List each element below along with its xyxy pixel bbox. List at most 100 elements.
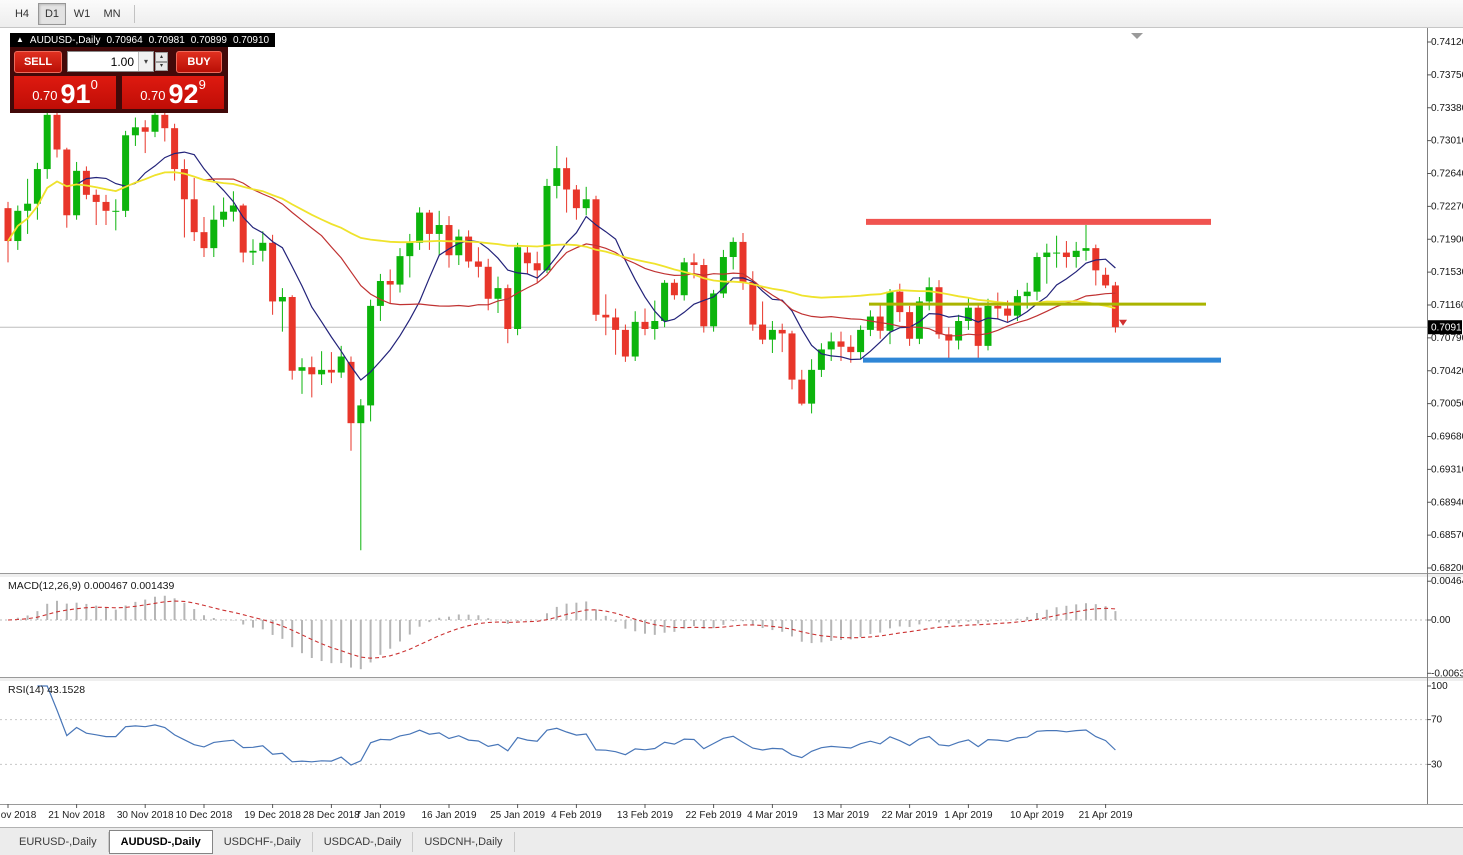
macd-signal-line	[7, 600, 1116, 659]
svg-text:-0.0063920: -0.0063920	[1431, 668, 1463, 679]
candle-body	[298, 367, 306, 371]
svg-text:19 Dec 2018: 19 Dec 2018	[244, 810, 301, 821]
svg-text:70: 70	[1431, 715, 1443, 726]
buy-button[interactable]: BUY	[176, 50, 222, 73]
candle-body	[768, 329, 776, 340]
tab-eurusd[interactable]: EURUSD-,Daily	[8, 831, 109, 852]
candle-body	[465, 236, 473, 262]
candle-body	[1043, 252, 1051, 258]
panel-splitter-band	[0, 574, 1463, 577]
ma-slow-line[interactable]	[7, 171, 1116, 309]
tab-usdcad[interactable]: USDCAD-,Daily	[313, 831, 414, 852]
candle-body	[190, 199, 198, 233]
svg-text:13 Feb 2019: 13 Feb 2019	[617, 810, 674, 821]
volume-increase-button[interactable]: ▴	[155, 52, 168, 62]
chart-shift-marker-icon[interactable]	[1131, 33, 1143, 39]
candle-body	[445, 225, 453, 256]
tab-usdcnh[interactable]: USDCNH-,Daily	[413, 831, 515, 852]
candle-body	[837, 341, 845, 347]
candle-body	[553, 168, 561, 186]
tab-audusd[interactable]: AUDUSD-,Daily	[108, 829, 213, 854]
timeframe-button-w1[interactable]: W1	[73, 7, 91, 20]
candle-body	[729, 241, 737, 258]
svg-text:16 Jan 2019: 16 Jan 2019	[421, 810, 476, 821]
candle-body	[827, 341, 835, 350]
svg-text:0.71160: 0.71160	[1431, 300, 1463, 311]
candle-body	[386, 281, 394, 285]
svg-text:28 Dec 2018: 28 Dec 2018	[303, 810, 360, 821]
candle-body	[896, 291, 904, 313]
candle-body	[739, 241, 747, 282]
candle-body	[278, 297, 286, 302]
candle-body	[631, 321, 639, 357]
close-value: 0.70910	[232, 34, 270, 46]
candle-body	[1092, 248, 1100, 271]
svg-text:21 Nov 2018: 21 Nov 2018	[48, 810, 105, 821]
rsi-line	[37, 685, 1116, 766]
macd-panel[interactable]: MACD(12,26,9) 0.000467 0.001439 0.0046494…	[0, 576, 1463, 679]
candle-body	[612, 317, 620, 330]
volume-input[interactable]: 1.00	[110, 54, 134, 69]
svg-text:12 Nov 2018: 12 Nov 2018	[0, 810, 37, 821]
candle-body	[376, 281, 384, 306]
candle-body	[759, 324, 767, 340]
timeframe-button-d1[interactable]: D1	[38, 2, 66, 25]
candle-body	[798, 379, 806, 404]
svg-text:RSI(14) 43.1528: RSI(14) 43.1528	[8, 684, 85, 696]
buy-price-button[interactable]: 0.70 92 9	[122, 76, 224, 109]
candle-body	[690, 262, 698, 266]
candle-body	[435, 225, 443, 234]
candle-body	[563, 168, 571, 190]
candle-body	[533, 263, 541, 271]
candle-body	[523, 252, 531, 264]
svg-text:0.0046494: 0.0046494	[1431, 576, 1463, 587]
volume-control: 1.00 ▾	[67, 51, 154, 72]
sell-price-button[interactable]: 0.70 91 0	[14, 76, 116, 109]
volume-decrease-button[interactable]: ▾	[155, 61, 168, 71]
sell-button[interactable]: SELL	[14, 50, 62, 73]
candle-body	[857, 329, 865, 353]
candle-body	[1004, 308, 1012, 316]
svg-text:13 Mar 2019: 13 Mar 2019	[813, 810, 870, 821]
candle-body	[1023, 291, 1031, 297]
timeframe-button-h4[interactable]: H4	[14, 7, 30, 20]
rsi-panel[interactable]: RSI(14) 43.1528 100 70 30	[0, 681, 1448, 770]
candle-body	[514, 247, 522, 329]
candle-body	[788, 333, 796, 380]
open-value: 0.70964	[106, 34, 143, 46]
timeframe-button-mn[interactable]: MN	[103, 7, 121, 20]
sell-marker[interactable]	[1119, 319, 1127, 326]
svg-text:10 Dec 2018: 10 Dec 2018	[176, 810, 233, 821]
candle-body	[161, 114, 169, 129]
volume-dropdown-icon[interactable]: ▾	[138, 52, 153, 71]
collapse-panel-icon[interactable]: ▲	[16, 35, 24, 44]
candle-body	[602, 314, 610, 318]
candle-body	[1082, 248, 1090, 251]
candle-body	[33, 169, 41, 204]
main-chart-plot[interactable]	[0, 107, 1427, 551]
candle-body	[406, 242, 414, 257]
candle-body	[1102, 274, 1110, 286]
candle-body	[1033, 257, 1041, 292]
candle-body	[43, 114, 51, 170]
candle-body	[582, 199, 590, 209]
candle-body	[4, 208, 12, 242]
volume-spinner: ▴ ▾	[155, 52, 168, 71]
candle-body	[474, 261, 482, 267]
ma-mid-line[interactable]	[7, 171, 1116, 337]
tab-usdchf[interactable]: USDCHF-,Daily	[213, 831, 313, 852]
candle-body	[592, 199, 600, 315]
ma-fast-line[interactable]	[7, 151, 1116, 381]
